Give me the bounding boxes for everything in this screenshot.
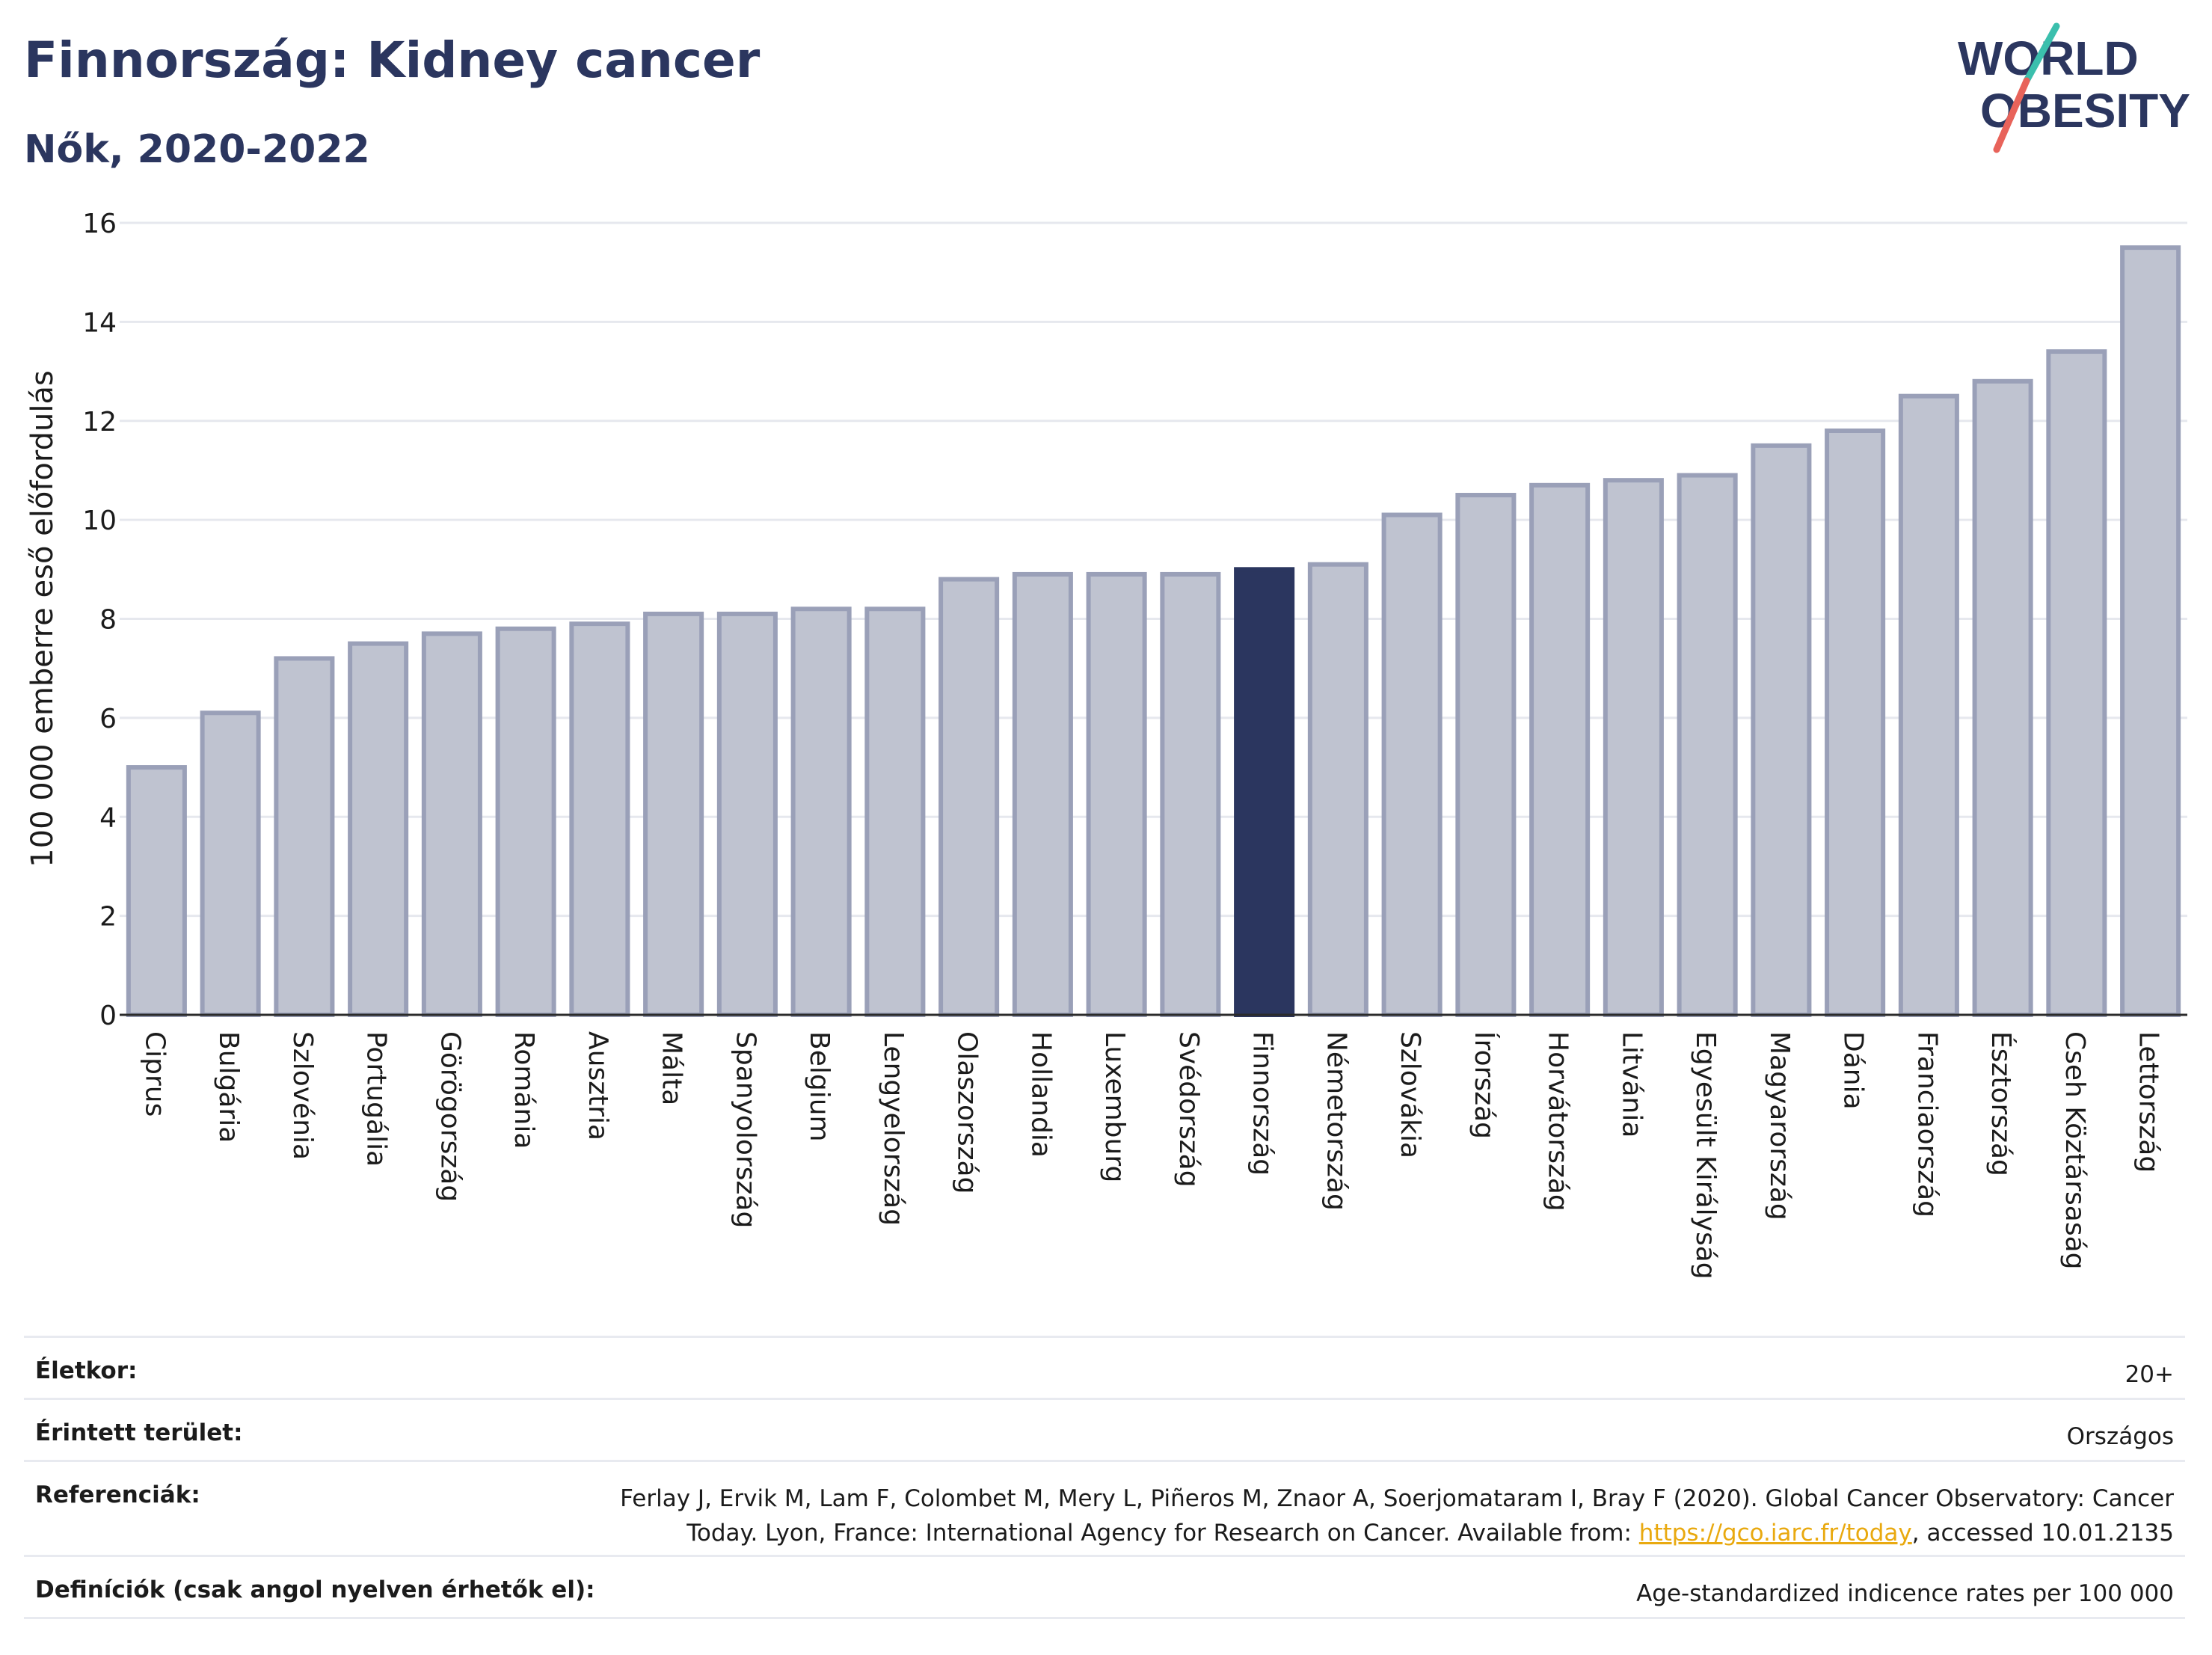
y-tick-label: 12: [82, 407, 117, 437]
x-tick-label: Magyarország: [1764, 1031, 1795, 1220]
bar-chart: 0 2 4 6 8 10 12 14 16 Ciprus Bulgária Szlovénia Por…: [25, 209, 2187, 1280]
y-tick-label: 0: [99, 1001, 117, 1031]
x-tick-label: Lengyelország: [878, 1031, 909, 1226]
x-tick-label: Ciprus: [139, 1031, 170, 1117]
bar: [938, 577, 1000, 1017]
x-tick-label: Dánia: [1838, 1031, 1869, 1110]
bar: [1381, 512, 1443, 1017]
chart-subtitle: Nők, 2020-2022: [24, 127, 370, 172]
info-row-definitions: Definíciók (csak angol nyelven érhetők e…: [24, 1555, 2185, 1619]
x-tick-label: Luxemburg: [1099, 1031, 1130, 1182]
area-value: Országos: [2066, 1423, 2174, 1450]
references-text-2: , accessed 10.01.2135: [1911, 1520, 2174, 1547]
bar: [2120, 245, 2181, 1017]
bar: [790, 607, 852, 1017]
references-text-1: Ferlay J, Ervik M, Lam F, Colombet M, Me…: [620, 1485, 2174, 1547]
x-tick-label: Svédország: [1173, 1031, 1204, 1188]
x-tick-label: Portugália: [361, 1031, 392, 1167]
y-tick-label: 14: [82, 307, 117, 338]
y-tick-labels: 0 2 4 6 8 10 12 14 16: [82, 209, 117, 1031]
x-tick-label: Litvánia: [1616, 1031, 1647, 1137]
bar: [1086, 571, 1147, 1017]
x-tick-label: Franciaország: [1911, 1031, 1942, 1218]
y-tick-label: 10: [82, 506, 117, 536]
x-tick-label: Málta: [657, 1031, 687, 1105]
y-tick-label: 2: [99, 902, 117, 933]
bar: [1603, 478, 1664, 1017]
x-tick-label: Szlovénia: [287, 1031, 318, 1160]
y-tick-label: 16: [82, 209, 117, 239]
y-axis-label: 100 000 emberre eső előfordulás: [25, 370, 60, 868]
info-row-age: Életkor: 20+: [24, 1336, 2185, 1398]
world-obesity-logo: WORLD OBESITY: [1958, 22, 2190, 153]
info-row-references: Referenciák: Ferlay J, Ervik M, Lam F, C…: [24, 1460, 2185, 1555]
logo-slash-teal: [2023, 22, 2060, 85]
bar: [348, 641, 409, 1017]
x-tick-label: Bulgária: [213, 1031, 244, 1143]
bar: [1898, 393, 1959, 1017]
bar: [1825, 428, 1886, 1017]
y-tick-label: 4: [99, 802, 117, 833]
y-tick-label: 6: [99, 704, 117, 734]
bar: [2046, 349, 2107, 1017]
bars: [126, 245, 2181, 1017]
bar: [200, 710, 261, 1017]
area-label: Érintett terület:: [35, 1419, 243, 1446]
x-tick-label: Görögország: [434, 1031, 465, 1202]
x-tick-label: Hollandia: [1025, 1031, 1056, 1158]
bar: [1160, 571, 1221, 1017]
bar: [1307, 562, 1368, 1017]
x-tick-label: Lettország: [2133, 1031, 2164, 1173]
bar: [274, 656, 335, 1017]
x-tick-label: Belgium: [804, 1031, 835, 1142]
age-value: 20+: [2125, 1361, 2174, 1388]
bar: [1677, 473, 1738, 1017]
x-tick-label: Cseh Köztársaság: [2059, 1031, 2090, 1270]
bar: [1751, 443, 1812, 1017]
references-label: Referenciák:: [35, 1481, 200, 1508]
bar: [1455, 493, 1517, 1017]
info-row-area: Érintett terület: Országos: [24, 1398, 2185, 1460]
chart-title: Finnország: Kidney cancer: [24, 31, 761, 89]
bar: [1012, 571, 1073, 1017]
x-tick-label: Spanyolország: [730, 1031, 761, 1228]
x-tick-label: Szlovákia: [1395, 1031, 1425, 1158]
x-tick-label: Németország: [1321, 1031, 1351, 1211]
x-tick-label: Írország: [1469, 1031, 1500, 1139]
bar: [864, 607, 926, 1017]
x-tick-label: Románia: [509, 1031, 539, 1149]
x-tick-labels: Ciprus Bulgária Szlovénia Portugália Görögor…: [139, 1031, 2163, 1280]
age-label: Életkor:: [35, 1357, 138, 1384]
x-tick-label: Horvátország: [1543, 1031, 1573, 1212]
definitions-label: Definíciók (csak angol nyelven érhetők e…: [35, 1576, 595, 1603]
bar: [421, 631, 482, 1017]
x-tick-label: Egyesült Királyság: [1690, 1031, 1721, 1280]
logo-slash-red: [1993, 77, 2030, 153]
x-tick-label: Olaszország: [952, 1031, 983, 1194]
bar: [716, 611, 778, 1017]
x-tick-label: Észtország: [1985, 1031, 2017, 1176]
bar-highlight: [1234, 567, 1295, 1017]
bar: [126, 765, 187, 1017]
x-tick-label: Ausztria: [583, 1031, 613, 1140]
bar: [569, 621, 630, 1017]
bar: [495, 626, 556, 1017]
y-tick-label: 8: [99, 605, 117, 636]
references-value: Ferlay J, Ervik M, Lam F, Colombet M, Me…: [603, 1481, 2174, 1550]
info-table: Életkor: 20+ Érintett terület: Országos …: [24, 1336, 2185, 1619]
definitions-value: Age-standardized indicence rates per 100…: [1636, 1580, 2174, 1607]
references-link[interactable]: https://gco.iarc.fr/today: [1638, 1520, 1912, 1547]
bar: [643, 611, 704, 1017]
bar: [1529, 482, 1591, 1017]
bar: [1972, 378, 2033, 1017]
x-tick-label: Finnország: [1247, 1031, 1278, 1176]
